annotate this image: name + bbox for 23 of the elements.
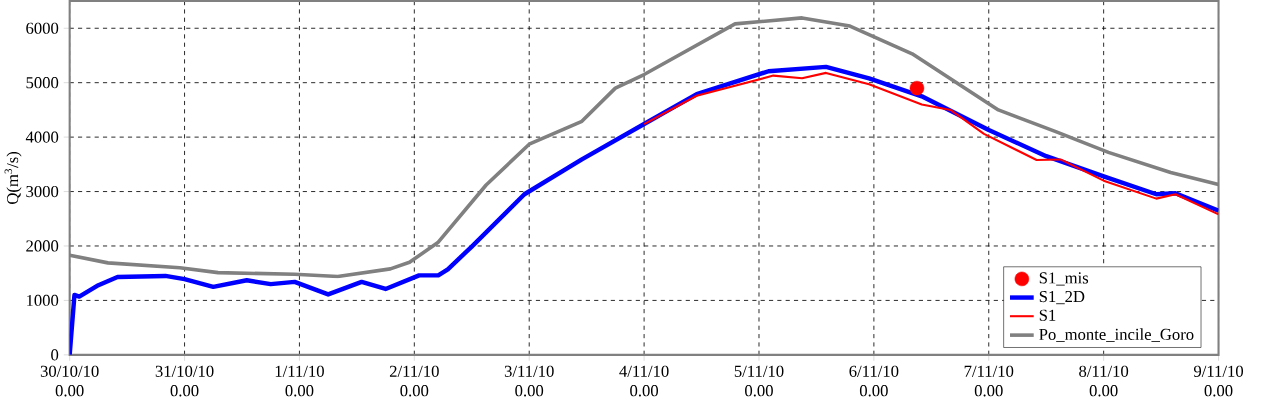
x-tick-label: 31/10/10 0.00 [155, 365, 214, 397]
x-tick-label: 5/11/10 0.00 [734, 365, 784, 397]
x-tick-label: 4/11/10 0.00 [619, 365, 669, 397]
x-tick-label: 30/10/10 0.00 [40, 365, 99, 397]
x-tick-label: 3/11/10 0.00 [504, 365, 554, 397]
x-tick-label: 2/11/10 0.00 [389, 365, 439, 397]
x-tick-label: 6/11/10 0.00 [849, 365, 899, 397]
legend-label: Po_monte_incile_Goro [1039, 328, 1194, 342]
y-tick-label: 4000 [25, 131, 59, 143]
y-tick-label: 3000 [26, 185, 59, 198]
x-tick-label: 1/11/10 0.00 [275, 365, 324, 397]
x-tick-label: 7/11/10 0.00 [964, 365, 1014, 397]
x-tick-label: 8/11/10 0.00 [1079, 365, 1129, 397]
y-tick-label: 2000 [26, 240, 59, 252]
legend-label: S1 [1039, 309, 1056, 321]
y-tick-label: 0 [51, 349, 59, 361]
y-tick-label: 1000 [27, 294, 59, 307]
y-axis-title: Q(m$^{3}$/s) [4, 151, 22, 204]
y-tick-label: 6000 [26, 22, 59, 34]
legend-label: S1_mis [1039, 272, 1089, 286]
y-tick-label: 5000 [26, 77, 59, 89]
x-tick-label: 9/11/10 0.00 [1193, 365, 1244, 397]
legend-label: S1_2D [1039, 290, 1085, 305]
